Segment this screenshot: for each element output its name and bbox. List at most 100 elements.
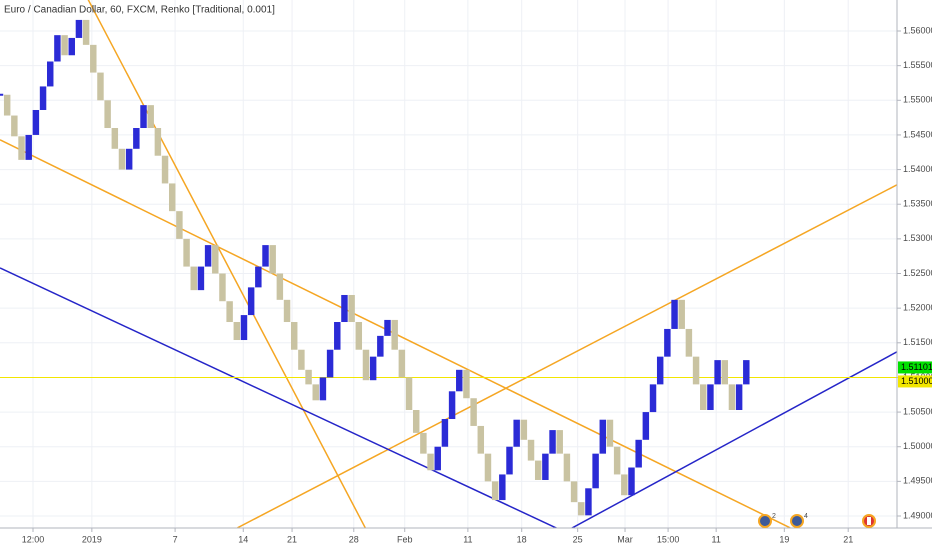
brick xyxy=(219,273,226,302)
brick xyxy=(743,360,750,385)
price-label: 1.51101 xyxy=(901,362,932,372)
y-tick-label: 1.55500 xyxy=(903,60,932,70)
brick xyxy=(377,335,384,357)
x-tick-label: 11 xyxy=(711,534,720,544)
y-tick-label: 1.50500 xyxy=(903,406,932,416)
y-tick-label: 1.52500 xyxy=(903,268,932,278)
brick xyxy=(506,446,513,475)
brick xyxy=(520,419,528,440)
event-icon[interactable] xyxy=(758,514,772,528)
brick xyxy=(477,425,485,454)
y-tick-label: 1.49000 xyxy=(903,510,932,520)
brick xyxy=(104,100,111,129)
brick xyxy=(678,299,685,329)
brick xyxy=(262,245,269,267)
brick xyxy=(606,419,614,447)
brick xyxy=(255,266,262,288)
x-tick-label: 18 xyxy=(517,534,527,544)
x-tick-label: 19 xyxy=(779,534,789,544)
brick xyxy=(463,369,470,399)
brick xyxy=(570,481,578,503)
brick xyxy=(39,86,47,110)
brick xyxy=(154,128,162,156)
brick xyxy=(212,245,219,274)
event-marker[interactable]: 4 xyxy=(790,513,808,528)
brick xyxy=(233,322,241,341)
brick xyxy=(32,109,40,135)
brick xyxy=(563,453,571,482)
brick xyxy=(355,322,363,350)
brick xyxy=(226,301,233,323)
brick xyxy=(147,105,154,129)
y-tick-label: 1.52000 xyxy=(903,303,932,313)
brick xyxy=(133,128,140,149)
brick xyxy=(348,294,355,323)
brick xyxy=(585,488,592,516)
brick xyxy=(168,183,176,212)
trend-line xyxy=(237,184,897,528)
y-tick-label: 1.56000 xyxy=(903,25,932,35)
event-marker[interactable] xyxy=(862,514,876,528)
brick xyxy=(176,211,183,239)
brick xyxy=(649,384,657,413)
y-tick-label: 1.55000 xyxy=(903,95,932,105)
brick xyxy=(735,384,743,411)
bricks xyxy=(0,19,750,516)
brick xyxy=(685,328,693,357)
y-tick-label: 1.49500 xyxy=(903,476,932,486)
brick xyxy=(341,294,348,323)
event-marker[interactable]: 2 xyxy=(758,513,776,528)
brick xyxy=(319,377,327,401)
event-count: 4 xyxy=(804,513,808,520)
brick xyxy=(700,384,707,411)
x-tick-label: 28 xyxy=(349,534,359,544)
brick xyxy=(398,349,406,378)
brick xyxy=(491,481,499,501)
y-tick-label: 1.51500 xyxy=(903,337,932,347)
brick xyxy=(621,474,628,496)
x-tick-label: 11 xyxy=(463,534,472,544)
grid xyxy=(0,0,897,528)
brick xyxy=(714,360,721,385)
brick xyxy=(420,432,427,454)
brick xyxy=(664,328,671,357)
brick xyxy=(305,369,312,385)
x-tick-label: 21 xyxy=(287,534,297,544)
x-tick-label: 2019 xyxy=(82,534,102,544)
brick xyxy=(534,460,542,480)
brick xyxy=(25,134,32,160)
brick xyxy=(527,439,535,461)
axes: 1.49000 1.49500 1.50000 1.50500 1.51000 1.515… xyxy=(22,25,932,544)
brick xyxy=(298,349,305,370)
price-label-box xyxy=(898,375,932,388)
brick xyxy=(592,453,599,489)
brick xyxy=(183,238,190,267)
chart-title: Euro / Canadian Dollar, 60, FXCM, Renko … xyxy=(4,5,275,16)
y-tick-label: 1.53000 xyxy=(903,233,932,243)
brick xyxy=(671,299,678,329)
price-label-box xyxy=(898,361,932,374)
brick xyxy=(18,136,25,160)
x-tick-label: 25 xyxy=(573,534,583,544)
brick xyxy=(125,148,133,170)
brick xyxy=(140,105,147,129)
brick xyxy=(97,72,104,101)
trend-lines xyxy=(0,0,897,528)
brick xyxy=(384,319,391,336)
brick xyxy=(542,453,549,480)
brick xyxy=(470,398,477,426)
y-tick-label: 1.50000 xyxy=(903,441,932,451)
brick xyxy=(334,322,341,350)
brick xyxy=(47,61,54,87)
brick xyxy=(326,349,334,378)
event-icon[interactable] xyxy=(790,514,804,528)
brick xyxy=(556,430,563,454)
brick xyxy=(391,319,398,350)
brick xyxy=(656,356,664,385)
x-tick-label: Feb xyxy=(397,534,413,544)
brick xyxy=(54,35,61,62)
brick xyxy=(721,360,729,385)
brick xyxy=(728,384,736,411)
brick xyxy=(82,19,90,45)
